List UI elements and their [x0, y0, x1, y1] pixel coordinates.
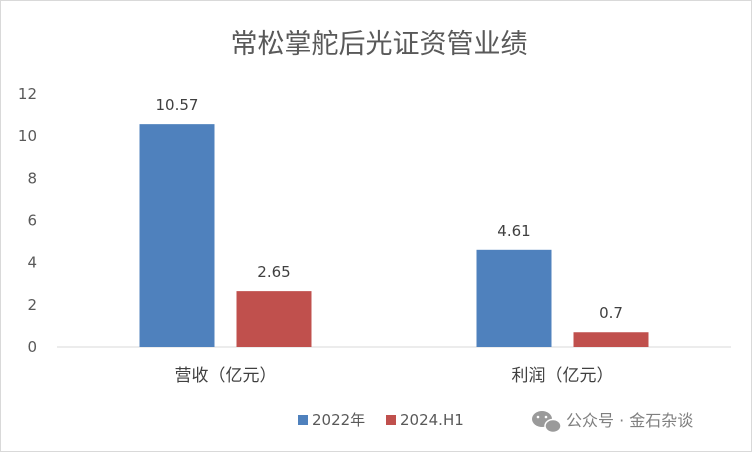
y-tick-label: 4 [27, 254, 37, 272]
watermark: 公众号 · 金石杂谈 [532, 411, 693, 434]
wechat-icon [532, 411, 562, 434]
legend-swatch-2024h1 [386, 415, 396, 425]
chart-title: 常松掌舵后光证资管业绩 [231, 29, 528, 60]
y-tick-label: 2 [27, 296, 37, 314]
data-label: 4.61 [497, 222, 530, 240]
y-axis: 0 2 4 6 8 10 12 [18, 85, 37, 356]
bar-2022-profit [476, 249, 552, 347]
bar-2022-revenue [139, 124, 215, 347]
y-tick-label: 8 [27, 169, 37, 187]
bar-2024h1-revenue [236, 291, 312, 347]
bar-2024h1-profit [573, 332, 649, 347]
data-label: 10.57 [156, 96, 199, 114]
legend-label-2024h1: 2024.H1 [400, 411, 464, 429]
y-tick-label: 6 [27, 212, 37, 230]
y-tick-label: 0 [27, 338, 37, 356]
bars-group: 10.57 2.65 4.61 0.7 [139, 96, 649, 347]
legend-label-2022: 2022年 [312, 411, 365, 429]
watermark-text: 公众号 · 金石杂谈 [566, 411, 693, 430]
legend-swatch-2022 [298, 415, 308, 425]
category-labels: 营收（亿元） 利润（亿元） [175, 366, 614, 386]
data-label: 2.65 [257, 263, 290, 281]
x-category-label: 营收（亿元） [175, 366, 277, 386]
x-category-label: 利润（亿元） [512, 366, 614, 386]
y-tick-label: 12 [18, 85, 37, 103]
data-label: 0.7 [599, 304, 623, 322]
y-tick-label: 10 [18, 127, 37, 145]
legend: 2022年 2024.H1 [298, 411, 464, 429]
